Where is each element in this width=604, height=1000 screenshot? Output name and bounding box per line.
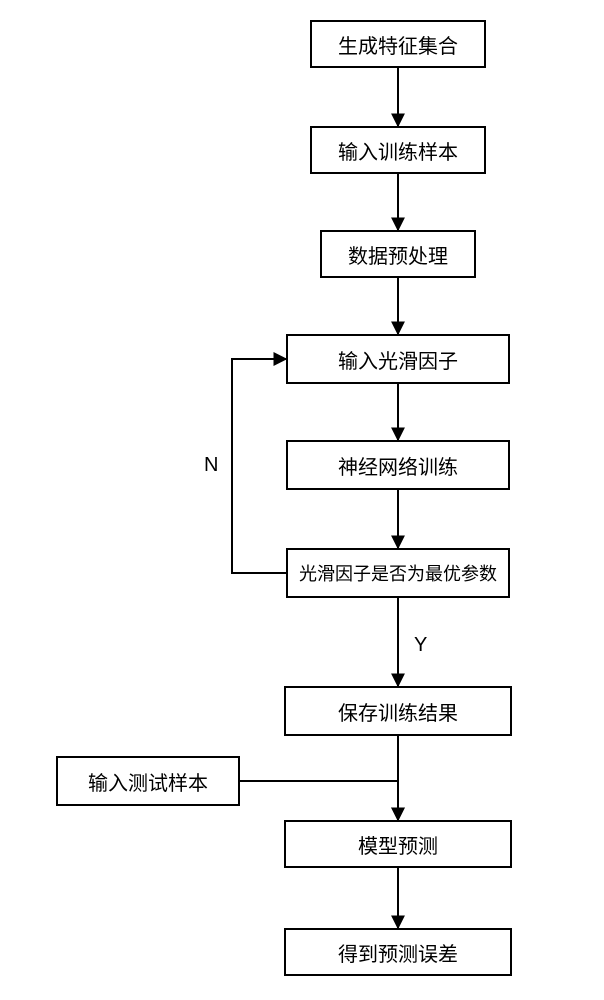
- node-input-smooth: 输入光滑因子: [286, 334, 510, 384]
- node-generate-features: 生成特征集合: [310, 20, 486, 68]
- node-label: 保存训练结果: [338, 697, 458, 726]
- node-error: 得到预测误差: [284, 928, 512, 976]
- node-save-result: 保存训练结果: [284, 686, 512, 736]
- node-input-train: 输入训练样本: [310, 126, 486, 174]
- node-predict: 模型预测: [284, 820, 512, 868]
- node-label: 光滑因子是否为最优参数: [299, 560, 497, 586]
- node-label: 输入光滑因子: [338, 345, 458, 374]
- node-input-test: 输入测试样本: [56, 756, 240, 806]
- node-train-nn: 神经网络训练: [286, 440, 510, 490]
- edge-label-yes: Y: [414, 634, 427, 657]
- node-label: 生成特征集合: [338, 30, 458, 59]
- node-label: 模型预测: [358, 830, 438, 859]
- flowchart-canvas: 生成特征集合 输入训练样本 数据预处理 输入光滑因子 神经网络训练 光滑因子是否…: [0, 0, 604, 1000]
- node-label: 神经网络训练: [338, 451, 458, 480]
- node-label: 数据预处理: [348, 240, 448, 269]
- label-text: Y: [414, 634, 427, 656]
- node-label: 得到预测误差: [338, 938, 458, 967]
- node-label: 输入测试样本: [88, 767, 208, 796]
- node-check-optimal: 光滑因子是否为最优参数: [286, 548, 510, 598]
- node-label: 输入训练样本: [338, 136, 458, 165]
- node-preprocess: 数据预处理: [320, 230, 476, 278]
- label-text: N: [204, 454, 218, 476]
- edge-label-no: N: [204, 454, 218, 477]
